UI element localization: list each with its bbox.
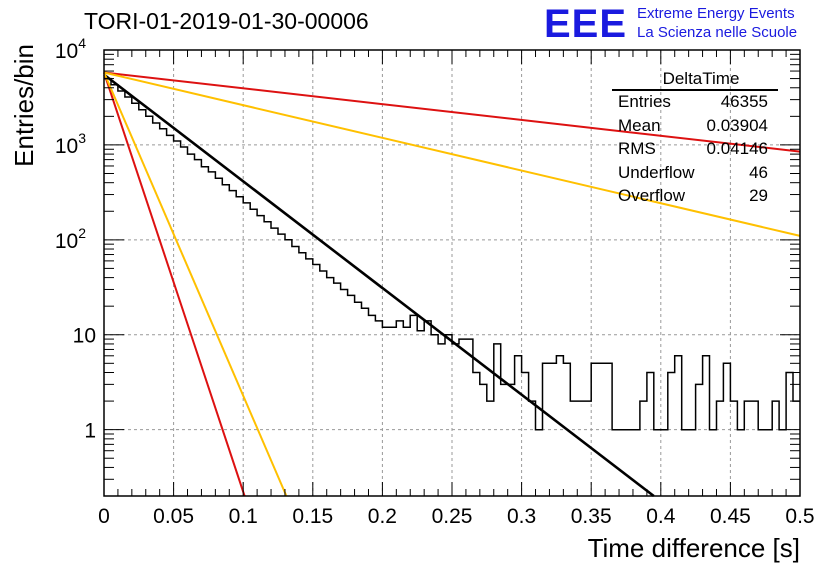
x-tick-label: 0.15 bbox=[292, 505, 333, 528]
logo-subtitle-2: La Scienza nelle Scuole bbox=[637, 24, 798, 41]
x-tick-label: 0.25 bbox=[432, 505, 473, 528]
axis-ticks bbox=[103, 49, 801, 497]
stats-row-overflow: Overflow 29 bbox=[612, 184, 782, 208]
y-tick-label: 103 bbox=[55, 130, 86, 158]
x-axis-title: Time difference [s] bbox=[588, 533, 800, 563]
stats-row-underflow: Underflow 46 bbox=[612, 161, 782, 185]
stats-label: Overflow bbox=[618, 186, 686, 205]
fit-curve-fit bbox=[103, 73, 655, 498]
stats-value: 0.04146 bbox=[706, 139, 768, 158]
y-tick-label: 102 bbox=[55, 225, 86, 253]
y-tick-label: 10 bbox=[73, 325, 96, 348]
x-tick-label: 0.05 bbox=[153, 505, 194, 528]
stats-divider bbox=[612, 89, 778, 91]
stats-box: DeltaTime Entries 46355 Mean 0.03904 RMS… bbox=[612, 68, 782, 208]
y-tick-label: 1 bbox=[84, 420, 96, 443]
fit-curve-orange-slow bbox=[103, 71, 801, 237]
histogram-steps bbox=[104, 77, 800, 431]
stats-row-entries: Entries 46355 bbox=[612, 90, 782, 114]
fit-curves bbox=[103, 71, 801, 498]
histogram bbox=[104, 77, 800, 431]
stats-row-rms: RMS 0.04146 bbox=[612, 137, 782, 161]
x-tick-label: 0.5 bbox=[785, 505, 814, 528]
eee-logo: EEE bbox=[544, 2, 628, 46]
fit-curve-red-slow bbox=[103, 71, 801, 153]
stats-label: Underflow bbox=[618, 162, 695, 182]
x-tick-label: 0.2 bbox=[368, 505, 397, 528]
chart-title: TORI-01-2019-01-30-00006 bbox=[84, 8, 369, 34]
x-tick-label: 0.4 bbox=[646, 505, 676, 528]
x-tick-label: 0.1 bbox=[229, 505, 258, 528]
stats-value: 46355 bbox=[720, 92, 768, 111]
stats-value: 46 bbox=[749, 162, 768, 182]
x-tick-label: 0.35 bbox=[571, 505, 612, 528]
y-tick-labels: 1 10 102 103 104 bbox=[55, 35, 96, 443]
stats-value: 29 bbox=[749, 186, 768, 205]
x-tick-label: 0 bbox=[98, 505, 110, 528]
stats-row-mean: Mean 0.03904 bbox=[612, 114, 782, 138]
stats-label: RMS bbox=[618, 139, 656, 158]
stats-title: DeltaTime bbox=[662, 69, 740, 88]
fit-curve-orange-fast bbox=[103, 72, 288, 497]
x-tick-labels: 0 0.05 0.1 0.15 0.2 0.25 0.3 0.35 0.4 0.45 0.5 bbox=[98, 505, 814, 528]
stats-label: Entries bbox=[618, 92, 671, 111]
x-tick-label: 0.45 bbox=[710, 505, 751, 528]
y-axis-title: Entries/bin bbox=[9, 44, 39, 167]
grid-lines bbox=[104, 50, 800, 496]
y-tick-label: 104 bbox=[55, 35, 86, 63]
stats-value: 0.03904 bbox=[706, 115, 768, 135]
logo-subtitle-1: Extreme Energy Events bbox=[637, 5, 795, 22]
fit-curve-red-fast bbox=[103, 72, 246, 497]
stats-label: Mean bbox=[618, 115, 661, 135]
x-tick-label: 0.3 bbox=[507, 505, 536, 528]
